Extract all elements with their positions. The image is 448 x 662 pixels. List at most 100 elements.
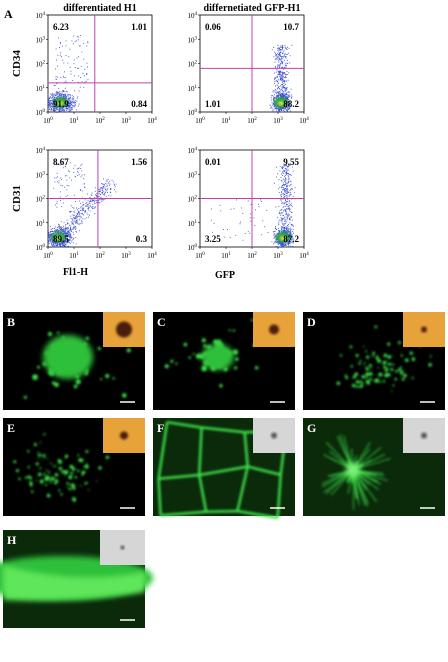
event-dot	[289, 195, 290, 196]
cell	[98, 466, 101, 469]
cell	[369, 372, 373, 376]
event-dot	[294, 192, 295, 193]
event-dot	[65, 88, 66, 89]
cell	[39, 467, 41, 469]
inset-object	[269, 325, 279, 335]
quadrant-value: 10.7	[283, 22, 299, 32]
event-dot	[54, 181, 55, 182]
event-dot	[288, 80, 289, 81]
event-dot	[285, 53, 286, 54]
cell	[234, 366, 237, 369]
event-dot	[276, 54, 277, 55]
event-dot	[290, 218, 291, 219]
event-dot	[76, 40, 77, 41]
event-dot	[55, 226, 56, 227]
cell	[412, 377, 414, 379]
event-dot	[290, 211, 291, 212]
event-dot	[53, 188, 54, 189]
event-dot	[75, 165, 76, 166]
event-dot	[74, 212, 75, 213]
event-dot	[278, 65, 279, 66]
tick-label: 103	[188, 36, 198, 44]
event-dot	[281, 197, 282, 198]
cell	[69, 488, 72, 491]
event-dot	[71, 211, 72, 212]
event-dot	[82, 213, 83, 214]
event-dot	[50, 107, 51, 108]
event-dot	[79, 201, 80, 202]
event-dot	[271, 97, 272, 98]
event-dot	[290, 89, 291, 90]
event-dot	[54, 245, 55, 246]
event-dot	[287, 47, 288, 48]
cell	[350, 346, 353, 349]
event-dot	[282, 168, 283, 169]
event-dot	[275, 78, 276, 79]
cell	[58, 489, 60, 491]
event-dot	[77, 223, 78, 224]
event-dot	[50, 104, 51, 105]
event-dot	[283, 182, 284, 183]
event-dot	[275, 66, 276, 67]
cell	[47, 494, 51, 498]
cell	[88, 489, 89, 490]
event-dot	[71, 180, 72, 181]
tick-label: 100	[195, 252, 205, 260]
event-dot	[51, 95, 52, 96]
event-dot	[48, 106, 49, 107]
event-dot	[82, 52, 83, 53]
event-dot	[82, 205, 83, 206]
event-dot	[50, 247, 51, 248]
cell	[98, 347, 101, 350]
event-dot	[65, 228, 66, 229]
cell	[46, 469, 47, 470]
event-dot	[95, 191, 96, 192]
cell	[363, 363, 364, 364]
cell	[47, 458, 48, 459]
event-dot	[285, 90, 286, 91]
event-dot	[283, 96, 284, 97]
event-dot	[76, 101, 77, 102]
event-dot	[52, 93, 53, 94]
event-dot	[283, 83, 284, 84]
event-dot	[242, 213, 243, 214]
event-dot	[99, 190, 100, 191]
event-dot	[90, 211, 91, 212]
event-dot	[282, 93, 283, 94]
event-dot	[288, 109, 289, 110]
event-dot	[56, 49, 57, 50]
event-dot	[85, 199, 86, 200]
event-dot	[89, 203, 90, 204]
event-dot	[67, 231, 68, 232]
event-dot	[84, 186, 85, 187]
event-dot	[60, 177, 61, 178]
event-dot	[77, 220, 78, 221]
event-dot	[281, 247, 282, 248]
event-dot	[59, 93, 60, 94]
event-dot	[281, 177, 282, 178]
event-dot	[279, 111, 280, 112]
cell	[43, 454, 46, 457]
event-dot	[86, 206, 87, 207]
event-dot	[64, 71, 65, 72]
inset-object	[120, 432, 128, 440]
event-dot	[279, 179, 280, 180]
event-dot	[59, 227, 60, 228]
event-dot	[278, 51, 279, 52]
event-dot	[69, 171, 70, 172]
event-dot	[287, 54, 288, 55]
event-dot	[292, 224, 293, 225]
event-dot	[285, 192, 286, 193]
cell	[356, 354, 359, 357]
tick-exponent: 2	[254, 252, 257, 257]
event-dot	[279, 59, 280, 60]
event-dot	[286, 89, 287, 90]
cell	[371, 368, 372, 369]
event-dot	[74, 101, 75, 102]
event-dot	[278, 96, 279, 97]
quadrant-value: 0.3	[136, 234, 148, 244]
quadrant-value: 6.23	[53, 22, 69, 32]
quadrant-value: 87.2	[283, 234, 299, 244]
event-dot	[286, 186, 287, 187]
quadrant-value: 8.67	[53, 157, 69, 167]
